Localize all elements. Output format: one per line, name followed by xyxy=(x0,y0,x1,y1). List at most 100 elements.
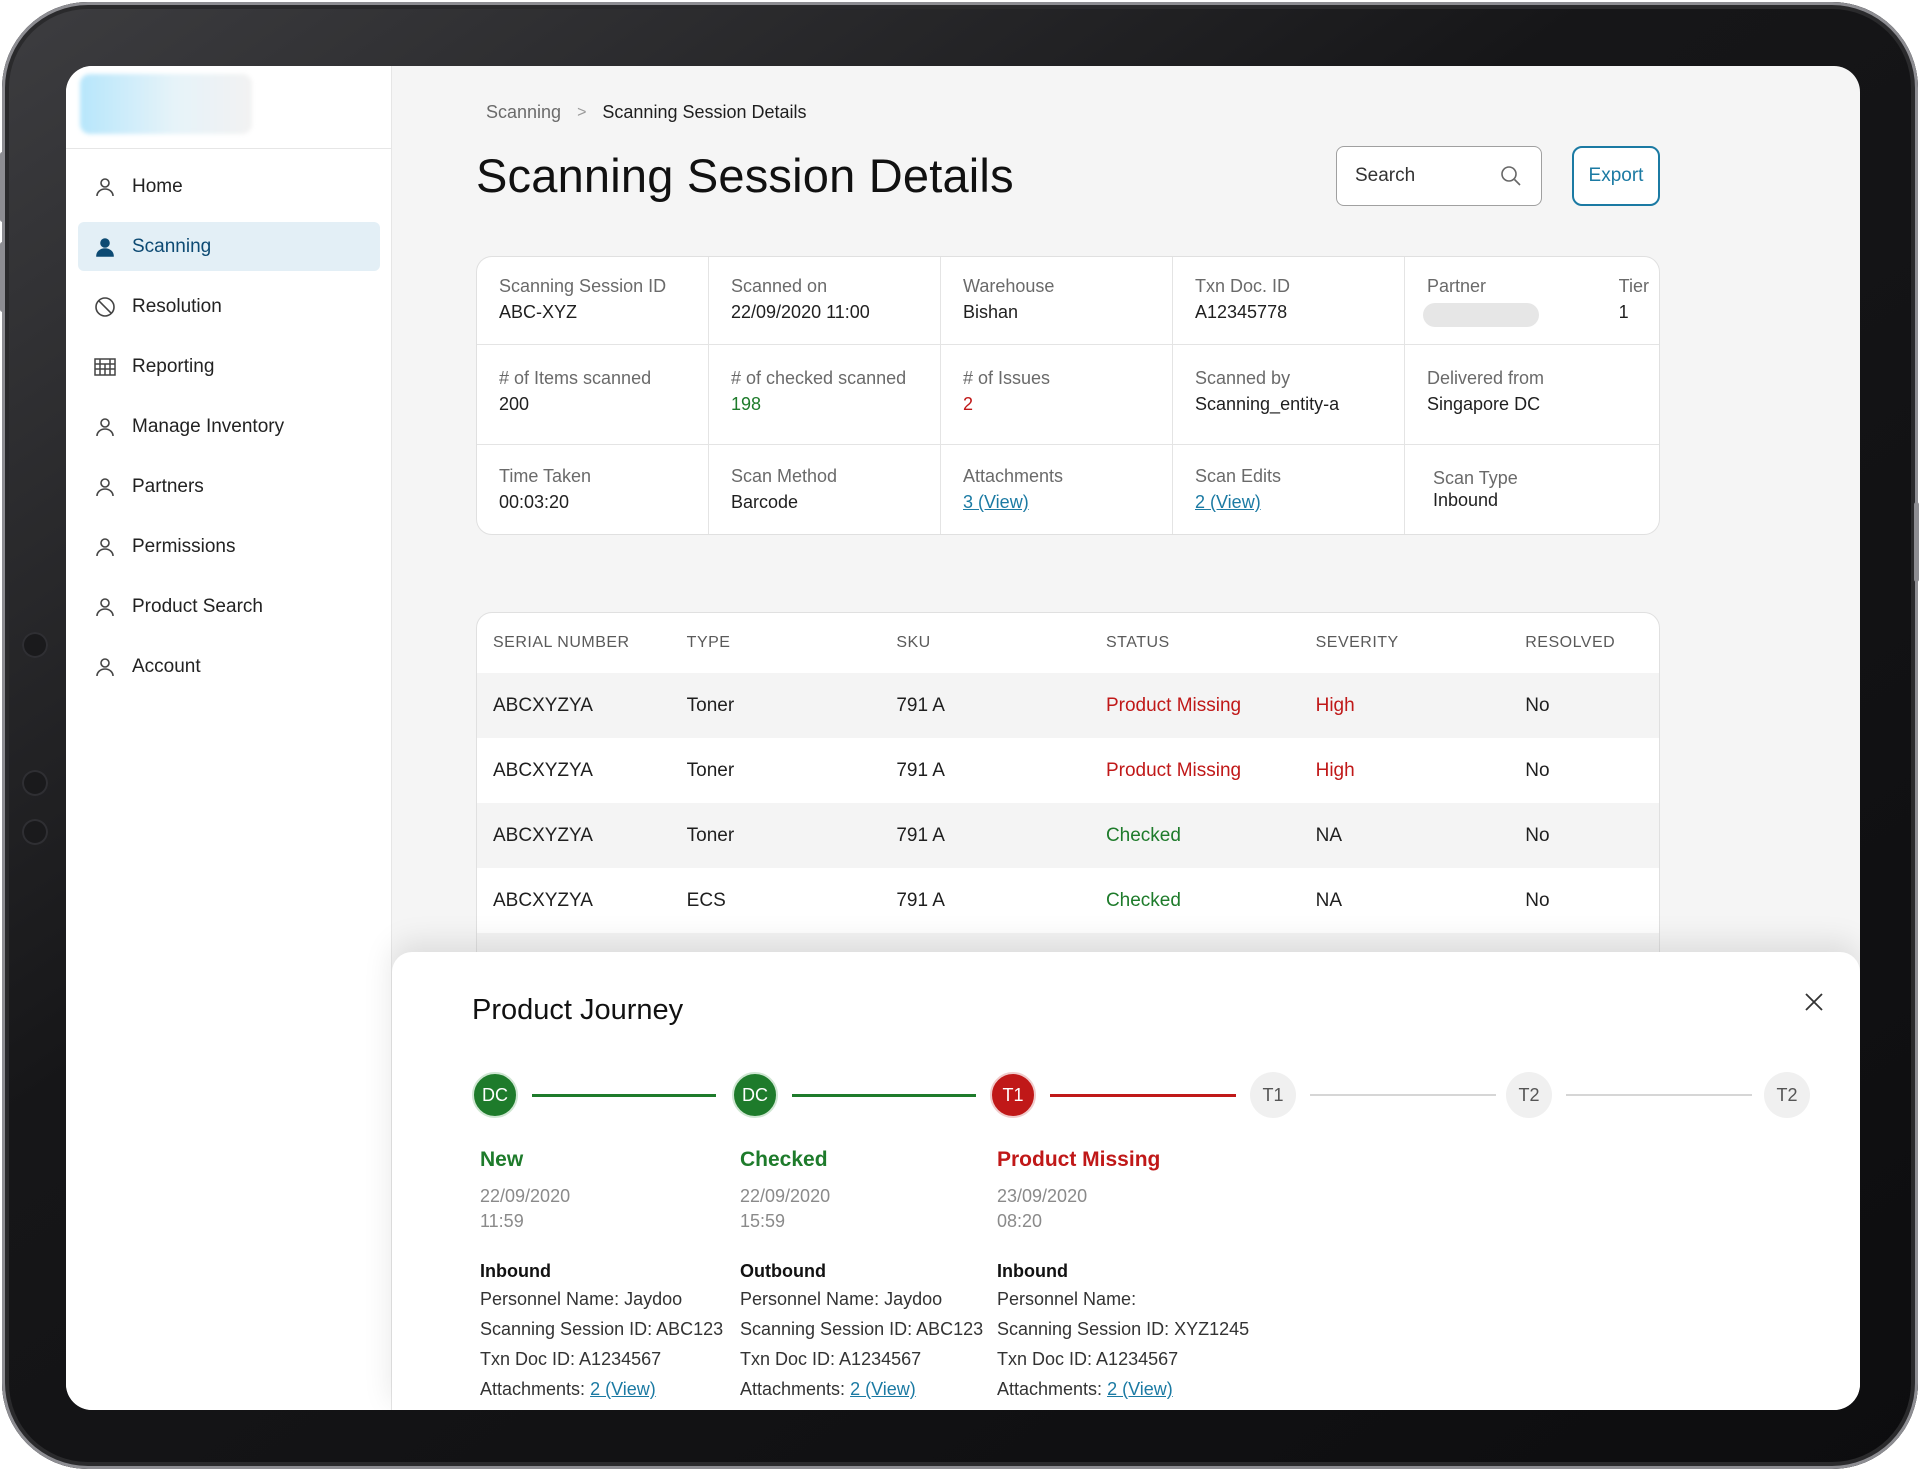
step-session-id: Scanning Session ID: ABC123 xyxy=(740,1314,984,1344)
sidebar-nav: Home Scanning Resolution Reporting Manag… xyxy=(78,162,380,702)
info-label: Txn Doc. ID xyxy=(1195,276,1291,296)
column-header[interactable]: STATUS xyxy=(1105,634,1170,651)
info-label: Scan Edits xyxy=(1195,466,1282,486)
sidebar-item-label: Product Search xyxy=(132,595,263,617)
severity-cell: NA xyxy=(1315,889,1342,911)
grid-icon xyxy=(92,354,118,380)
attachments-view-link[interactable]: 3 (View) xyxy=(963,492,1029,512)
step-personnel: Personnel Name: Jaydoo xyxy=(740,1284,980,1314)
info-cell-items-scanned: # of Items scanned 200 xyxy=(477,345,709,445)
journey-track: DC DC T1 T1 T2 T2 xyxy=(472,1072,1852,1120)
serial-cell: ABCXYZYA xyxy=(493,694,593,716)
tier-value: 1 xyxy=(1618,302,1629,322)
personnel-value: Jaydoo xyxy=(884,1289,943,1309)
journey-step: Product Missing 23/09/2020 08:20 Inbound… xyxy=(997,1148,1249,1404)
sidebar-item-manage-inventory[interactable]: Manage Inventory xyxy=(78,402,380,451)
status-cell: Product Missing xyxy=(1105,759,1242,781)
sidebar-item-reporting[interactable]: Reporting xyxy=(78,342,380,391)
step-status: New xyxy=(480,1148,524,1171)
info-value: ABC-XYZ xyxy=(499,302,578,322)
sidebar-item-label: Scanning xyxy=(132,235,212,257)
table-row[interactable]: ABCXYZYA Toner 791 A Product Missing Hig… xyxy=(477,738,1659,803)
journey-node[interactable]: T2 xyxy=(1506,1072,1552,1118)
info-value: Singapore DC xyxy=(1427,394,1541,414)
table-row[interactable]: ABCXYZYA Toner 791 A Checked NA No xyxy=(477,803,1659,868)
sidebar-item-label: Partners xyxy=(132,475,204,497)
session-value: ABC123 xyxy=(916,1319,984,1339)
sidebar-item-product-search[interactable]: Product Search xyxy=(78,582,380,631)
journey-node[interactable]: T1 xyxy=(1250,1072,1296,1118)
sidebar-item-permissions[interactable]: Permissions xyxy=(78,522,380,571)
sidebar-item-partners[interactable]: Partners xyxy=(78,462,380,511)
journey-node[interactable]: DC xyxy=(732,1072,778,1118)
attachments-view-link[interactable]: 2 (View) xyxy=(1107,1379,1173,1399)
sidebar-item-resolution[interactable]: Resolution xyxy=(78,282,380,331)
sidebar-item-scanning[interactable]: Scanning xyxy=(78,222,380,271)
column-header[interactable]: TYPE xyxy=(686,634,731,651)
personnel-value: Jaydoo xyxy=(624,1289,683,1309)
personnel-label: Personnel Name: xyxy=(740,1289,880,1309)
tier-label: Tier xyxy=(1618,276,1649,296)
search-input[interactable]: Search xyxy=(1336,146,1542,206)
side-button xyxy=(1914,502,1919,582)
column-header[interactable]: SERIAL NUMBER xyxy=(493,634,630,651)
scan-edits-view-link[interactable]: 2 (View) xyxy=(1195,492,1261,512)
step-direction: Inbound xyxy=(997,1261,1068,1281)
table-row[interactable]: ABCXYZYA ECS 791 A Checked NA No xyxy=(477,868,1659,933)
sidebar-item-home[interactable]: Home xyxy=(78,162,380,211)
info-cell-checked-scanned: # of checked scanned 198 xyxy=(709,345,941,445)
serial-cell: ABCXYZYA xyxy=(493,759,593,781)
session-value: ABC123 xyxy=(656,1319,724,1339)
sidebar-item-label: Manage Inventory xyxy=(132,415,285,437)
sku-cell: 791 A xyxy=(896,889,945,911)
breadcrumb-current: Scanning Session Details xyxy=(602,102,807,122)
close-icon[interactable] xyxy=(1802,990,1826,1014)
table-row[interactable]: ABCXYZYA Toner 791 A Product Missing Hig… xyxy=(477,673,1659,738)
sidebar-item-label: Permissions xyxy=(132,535,236,557)
search-icon[interactable] xyxy=(1499,164,1523,188)
sku-cell: 791 A xyxy=(896,694,945,716)
chevron-right-icon: > xyxy=(577,103,587,121)
column-header[interactable]: SEVERITY xyxy=(1315,634,1399,651)
breadcrumb-parent-link[interactable]: Scanning xyxy=(486,102,562,122)
step-txn-id: Txn Doc ID: A1234567 xyxy=(480,1344,720,1374)
column-header[interactable]: SKU xyxy=(896,634,931,651)
user-icon xyxy=(92,174,118,200)
resolved-cell: No xyxy=(1525,824,1550,846)
attachments-view-link[interactable]: 2 (View) xyxy=(850,1379,916,1399)
status-cell: Checked xyxy=(1105,824,1181,846)
journey-node[interactable]: DC xyxy=(472,1072,518,1118)
sku-cell: 791 A xyxy=(896,759,945,781)
journey-step: Checked 22/09/2020 15:59 Outbound Person… xyxy=(740,1148,984,1404)
journey-node[interactable]: T2 xyxy=(1764,1072,1810,1118)
search-placeholder: Search xyxy=(1355,165,1416,186)
journey-node[interactable]: T1 xyxy=(990,1072,1036,1118)
user-icon xyxy=(92,594,118,620)
info-label: # of Items scanned xyxy=(499,368,652,388)
sidebar-item-label: Reporting xyxy=(132,355,215,377)
info-cell-txn-doc-id: Txn Doc. ID A12345778 xyxy=(1173,257,1405,345)
camera-dot-icon xyxy=(22,632,48,658)
sidebar-item-account[interactable]: Account xyxy=(78,642,380,691)
info-value: 00:03:20 xyxy=(499,492,570,512)
product-journey-panel: Product Journey DC DC T1 T1 T2 T2 New 22… xyxy=(392,952,1860,1410)
step-time: 08:20 xyxy=(997,1211,1043,1231)
personnel-label: Personnel Name: xyxy=(480,1289,620,1309)
info-cell-scan-edits: Scan Edits 2 (View) xyxy=(1173,445,1405,534)
status-cell: Checked xyxy=(1105,889,1181,911)
step-date: 23/09/2020 xyxy=(997,1186,1088,1206)
user-icon xyxy=(92,654,118,680)
column-header[interactable]: RESOLVED xyxy=(1525,634,1616,651)
info-label: # of Issues xyxy=(963,368,1051,388)
info-value: 22/09/2020 11:00 xyxy=(731,302,870,322)
logo xyxy=(80,74,252,134)
severity-cell: High xyxy=(1315,694,1355,716)
info-value: 198 xyxy=(731,394,762,414)
info-label: Attachments xyxy=(963,466,1064,486)
info-label: Scan Method xyxy=(731,466,838,486)
type-cell: Toner xyxy=(686,694,735,716)
step-attachments: Attachments: 2 (View) xyxy=(740,1374,980,1404)
info-cell-session-id: Scanning Session ID ABC-XYZ xyxy=(477,257,709,345)
export-button[interactable]: Export xyxy=(1572,146,1660,206)
attachments-view-link[interactable]: 2 (View) xyxy=(590,1379,656,1399)
